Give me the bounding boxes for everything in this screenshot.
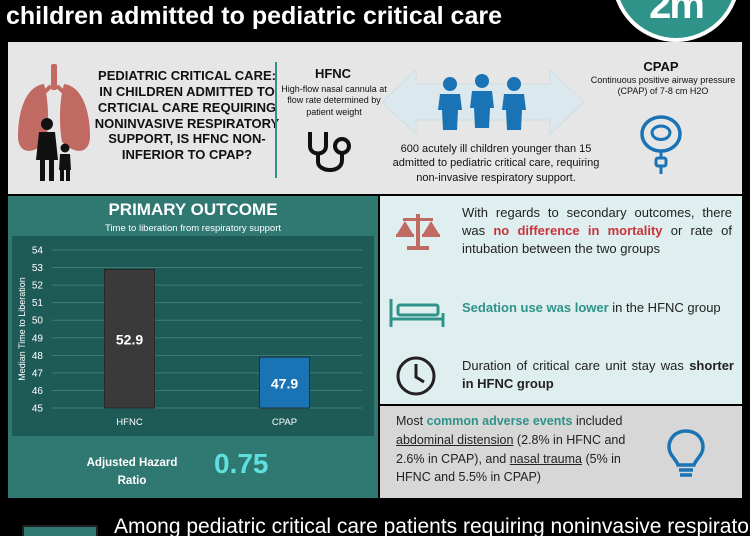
primary-outcome-subtitle: Time to liberation from respiratory supp… xyxy=(105,223,281,234)
adverse-events-panel: Most common adverse events included abdo… xyxy=(380,406,742,498)
study-question: PEDIATRIC CRITICAL CARE: IN CHILDREN ADM… xyxy=(94,68,280,163)
ahr-label: Adjusted Hazard Ratio xyxy=(86,457,178,487)
bed-icon xyxy=(389,299,445,327)
chart-area: 45 46 47 48 49 50 51 52 53 54 Median Time to Liber… xyxy=(12,236,374,436)
mortality-highlight: no difference in mortality xyxy=(493,223,663,239)
divider xyxy=(275,62,277,178)
y-tick-label: 54 xyxy=(32,246,44,257)
secondary-outcome-sedation: Sedation use was lower in the HFNC group xyxy=(462,299,734,317)
secondary-outcome-duration: Duration of critical care unit stay was … xyxy=(462,357,734,393)
population-text: 600 acutely ill children younger than 15… xyxy=(392,143,600,184)
y-tick-label: 47 xyxy=(32,368,44,379)
secondary-outcomes-panel: With regards to secondary outcomes, ther… xyxy=(380,196,742,404)
ahr-value: 0.75 xyxy=(214,448,269,479)
primary-outcome-title: PRIMARY OUTCOME xyxy=(108,200,278,219)
primary-outcome-panel: PRIMARY OUTCOME Time to liberation from … xyxy=(8,196,378,498)
logo-badge: 2m xyxy=(612,0,740,42)
header-bar: children admitted to pediatric critical … xyxy=(0,0,750,42)
y-axis-label: Median Time to Liberation xyxy=(17,277,27,381)
bar-value-label: 47.9 xyxy=(271,376,298,392)
cpap-mask-icon xyxy=(640,115,682,174)
lungs-mother-child-icon xyxy=(18,64,90,181)
cpap-title: CPAP xyxy=(643,59,679,74)
study-question-panel: PEDIATRIC CRITICAL CARE: IN CHILDREN ADM… xyxy=(8,42,742,194)
y-tick-label: 53 xyxy=(32,263,44,274)
y-tick-label: 50 xyxy=(32,316,44,327)
y-tick-label: 52 xyxy=(32,281,44,292)
conclusion-icon xyxy=(22,525,98,536)
adverse-nasal: nasal trauma xyxy=(509,451,582,466)
secondary-outcome-mortality: With regards to secondary outcomes, ther… xyxy=(462,204,732,259)
adverse-highlight: common adverse events xyxy=(426,414,573,428)
y-tick-label: 51 xyxy=(32,298,44,309)
sedation-text-post: in the HFNC group xyxy=(608,300,721,315)
duration-text-pre: Duration of critical care unit stay was xyxy=(462,358,690,373)
mortality-text-post: or rate of intubation between the two gr… xyxy=(462,223,733,257)
adverse-abdominal: abdominal distension xyxy=(396,432,514,447)
bar-hfnc xyxy=(104,268,155,409)
hfnc-title: HFNC xyxy=(314,66,352,81)
y-tick-label: 49 xyxy=(32,333,44,344)
y-tick-label: 45 xyxy=(32,404,44,415)
logo-text: 2m xyxy=(649,0,705,27)
scales-icon xyxy=(396,214,440,250)
x-tick-label: HFNC xyxy=(116,417,143,428)
children-icon xyxy=(438,74,526,130)
adverse-nasal-rates: (5% in HFNC and 5.5% in CPAP) xyxy=(396,451,621,485)
y-tick-label: 46 xyxy=(32,386,44,397)
bar-value-label: 52.9 xyxy=(116,332,143,348)
duration-highlight: shorter in HFNC group xyxy=(462,358,734,392)
header-title: children admitted to pediatric critical … xyxy=(6,2,502,30)
clock-icon xyxy=(396,356,436,396)
conclusion-text: Among pediatric critical care patients r… xyxy=(114,515,750,536)
adverse-events-text: Most common adverse events included abdo… xyxy=(396,412,630,487)
adverse-mid: included xyxy=(572,414,623,428)
mortality-text-pre: With regards to secondary outcomes, ther… xyxy=(462,205,732,239)
stethoscope-icon xyxy=(308,132,351,172)
hfnc-description: High-flow nasal cannula at flow rate det… xyxy=(281,84,387,117)
sedation-highlight: Sedation use was lower xyxy=(462,300,609,315)
adverse-abdominal-rates: (2.8% in HFNC and 2.6% in CPAP), and xyxy=(396,432,626,466)
conclusion-strip: Among pediatric critical care patients r… xyxy=(8,502,750,536)
bar-cpap xyxy=(259,356,310,409)
cpap-description: Continuous positive airway pressure (CPA… xyxy=(590,75,736,97)
bar-chart: 45 46 47 48 49 50 51 52 53 54 Median Time to Liber… xyxy=(17,246,362,428)
y-tick-label: 48 xyxy=(32,351,44,362)
x-tick-label: CPAP xyxy=(272,417,297,428)
lightbulb-icon xyxy=(667,429,705,477)
adverse-pre: Most xyxy=(396,414,427,428)
